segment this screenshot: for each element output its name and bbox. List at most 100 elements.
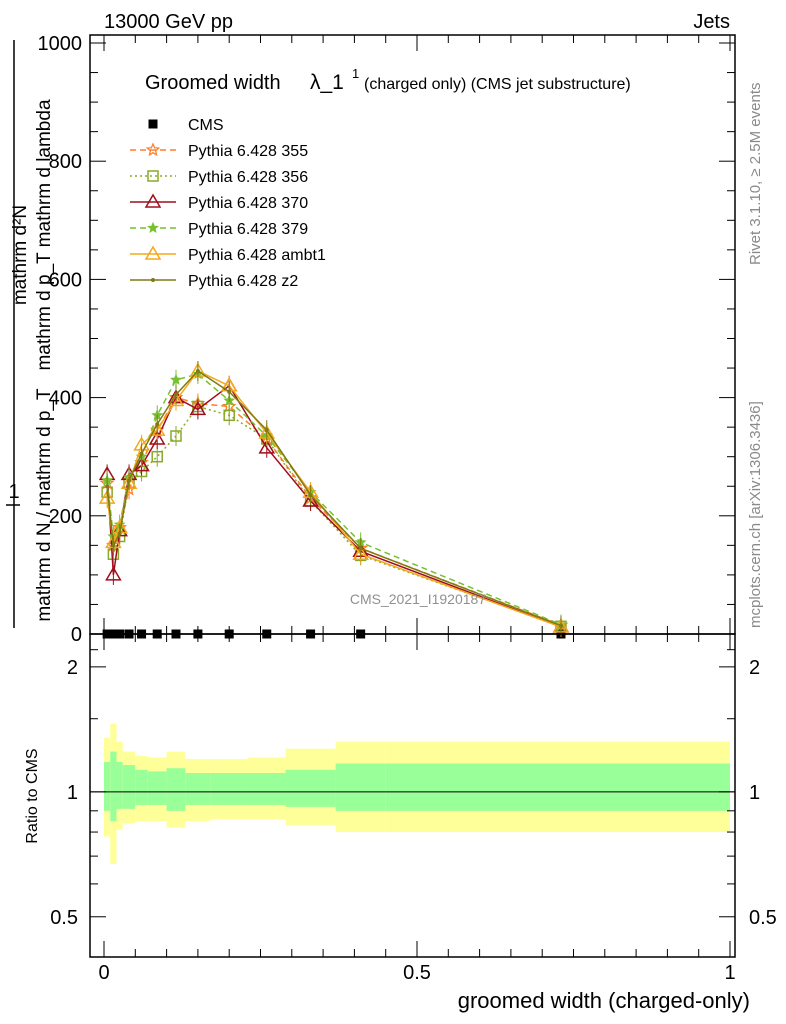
x-tick-label: 0 — [98, 962, 109, 984]
data-point — [558, 623, 563, 628]
data-point — [111, 543, 116, 548]
ratio-y-tick-label: 0.5 — [50, 907, 78, 929]
stat-band-bin — [247, 773, 286, 805]
legend-label: Pythia 6.428 355 — [188, 143, 308, 160]
series-p370 — [98, 375, 570, 637]
legend-label: Pythia 6.428 ambt1 — [188, 247, 326, 264]
stat-band-bin — [104, 761, 111, 811]
y-tick-label: 0 — [71, 624, 82, 646]
marker-dot — [127, 478, 132, 483]
y-tick-label: 400 — [49, 388, 82, 410]
marker-open-triangle — [352, 545, 369, 560]
data-point — [195, 369, 200, 374]
stat-band-bin — [110, 751, 117, 822]
stat-band-bin — [285, 769, 336, 807]
rivet-note: Rivet 3.1.10, ≥ 2.5M events — [747, 83, 764, 266]
marker-open-triangle — [302, 492, 319, 507]
marker-open-triangle — [105, 566, 122, 581]
marker-star — [147, 221, 159, 233]
plot-title: Groomed width λ_1 1 (charged only) (CMS jet… — [145, 66, 631, 94]
marker-dot — [105, 484, 110, 489]
y-tick-label: 1000 — [38, 33, 83, 55]
data-point — [98, 489, 116, 504]
marker-dot — [308, 493, 313, 498]
data-point — [151, 278, 155, 282]
marker-square — [148, 119, 158, 129]
series-line — [106, 384, 562, 628]
data-point — [151, 450, 163, 463]
data-point — [189, 400, 207, 416]
title-symbol: λ_1 — [310, 71, 344, 94]
data-point — [127, 478, 132, 483]
marker-star — [145, 142, 161, 157]
marker-dot — [155, 422, 160, 427]
ratio-plot-panel: 0 0.5 1 groomed width (charged-only) 0.5 0.5 1… — [24, 633, 777, 1013]
series-line — [106, 405, 562, 628]
marker-open-triangle — [133, 457, 150, 472]
legend-label: Pythia 6.428 379 — [188, 221, 308, 238]
marker-open-square — [151, 450, 163, 463]
data-point — [133, 457, 150, 472]
legend-entry: Pythia 6.428 379 — [130, 221, 308, 238]
title-superscript: 1 — [352, 66, 359, 81]
marker-dot — [264, 428, 269, 433]
data-point — [148, 430, 166, 445]
marker-dot — [358, 546, 363, 551]
marker-open-triangle — [144, 245, 162, 260]
x-tick-label: 1 — [724, 962, 735, 984]
stat-band-bin — [210, 773, 248, 805]
legend-entry: Pythia 6.428 370 — [130, 193, 308, 212]
data-point — [308, 493, 313, 498]
y-label-denominator-2: mathrm d N / mathrm d p_T — [34, 388, 55, 622]
marker-open-triangle — [189, 400, 207, 416]
marker-dot — [173, 392, 178, 397]
header-right: Jets — [693, 11, 730, 33]
data-point — [105, 566, 122, 581]
legend-label: Pythia 6.428 370 — [188, 195, 308, 212]
y-axis-label: 1 mathrm d²N mathrm d p_T mathrm d lambd… — [6, 40, 55, 628]
stat-band-bin — [166, 768, 186, 811]
main-plot-panel: 0 200 400 600 800 1000 CMS_2021_I1920187 Groome… — [38, 33, 736, 646]
data-point — [147, 221, 159, 233]
data-point — [264, 428, 269, 433]
data-point — [358, 546, 363, 551]
legend-entry: Pythia 6.428 355 — [130, 142, 308, 160]
stat-band-bin — [116, 761, 123, 809]
watermark: CMS_2021_I1920187 — [350, 591, 486, 607]
marker-open-square — [147, 170, 159, 182]
main-plot-frame — [89, 34, 736, 635]
ratio-y-tick-label: 2 — [67, 657, 78, 679]
marker-dot — [227, 389, 232, 394]
legend-entry: CMS — [148, 117, 224, 134]
data-point — [144, 245, 162, 260]
data-point — [117, 531, 122, 536]
stat-band-bin — [147, 771, 167, 805]
marker-dot — [139, 451, 144, 456]
title-rest: (charged only) (CMS jet substructure) — [364, 76, 631, 93]
ratio-y-axis-label: Ratio to CMS — [24, 748, 41, 843]
stat-band-bin — [122, 765, 136, 809]
marker-dot — [558, 623, 563, 628]
marker-open-triangle — [144, 193, 162, 208]
data-point — [105, 484, 110, 489]
legend-entry: Pythia 6.428 z2 — [130, 273, 298, 290]
ratio-plot-frame — [89, 633, 736, 958]
stat-band-bin — [335, 763, 386, 811]
y-tick-label: 800 — [49, 151, 82, 173]
header-left: 13000 GeV pp — [104, 11, 233, 33]
data-point — [148, 421, 166, 436]
marker-open-square — [170, 430, 182, 442]
data-point — [147, 170, 159, 182]
marker-dot — [111, 543, 116, 548]
marker-dot — [117, 531, 122, 536]
y-tick-label: 200 — [49, 506, 82, 528]
data-point — [145, 142, 161, 157]
marker-dot — [151, 278, 155, 282]
data-point — [352, 545, 369, 560]
ratio-y-tick-label: 1 — [67, 782, 78, 804]
data-point — [302, 492, 319, 507]
x-tick-label: 0.5 — [403, 962, 431, 984]
marker-star — [170, 373, 182, 385]
data-point — [170, 430, 182, 442]
x-axis-label: groomed width (charged-only) — [458, 988, 750, 1013]
